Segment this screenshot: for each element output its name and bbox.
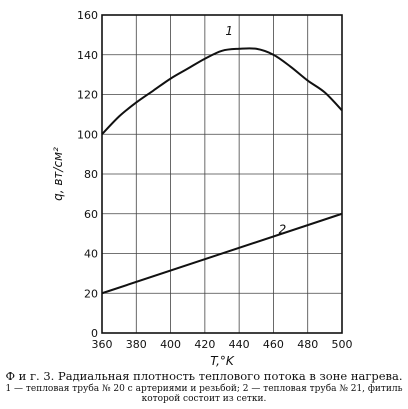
y-tick-label: 140 — [77, 49, 98, 62]
plot-frame — [101, 14, 343, 334]
x-tick-label: 440 — [229, 338, 250, 351]
x-tick-label: 420 — [194, 338, 215, 351]
figure-caption: Ф и г. 3. Радиальная плотность теплового… — [4, 370, 404, 404]
x-tick-labels: 360 380 400 420 440 460 480 500 — [92, 338, 353, 351]
grid — [101, 14, 343, 334]
y-tick-label: 0 — [91, 327, 98, 340]
y-tick-label: 120 — [77, 89, 98, 102]
series-line-2 — [101, 212, 343, 295]
series-label-2: 2 — [279, 223, 287, 237]
x-tick-label: 500 — [332, 338, 353, 351]
chart: 360 380 400 420 440 460 480 500 020406080100120… — [51, 9, 353, 368]
x-tick-label: 460 — [263, 338, 284, 351]
caption-sub: 1 — тепловая труба № 20 с артериями и ре… — [5, 383, 403, 404]
x-tick-label: 400 — [160, 338, 181, 351]
y-tick-label: 40 — [84, 248, 98, 261]
y-tick-label: 100 — [77, 128, 98, 141]
x-tick-label: 360 — [92, 338, 113, 351]
y-tick-label: 160 — [77, 9, 98, 22]
y-tick-labels: 0 20 40 60 80 100 120 140 160 — [77, 9, 98, 340]
y-tick-label: 20 — [84, 287, 98, 300]
series-group: 12 — [101, 24, 343, 295]
x-axis-label: T,°K — [210, 354, 235, 368]
y-tick-label: 80 — [84, 168, 98, 181]
y-tick-label: 60 — [84, 208, 98, 221]
x-tick-label: 380 — [126, 338, 147, 351]
caption-main: Ф и г. 3. Радиальная плотность теплового… — [5, 369, 403, 383]
series-line-1 — [101, 47, 343, 135]
series-label-1: 1 — [225, 24, 233, 38]
y-axis-label: q, вт/см² — [51, 147, 65, 201]
x-tick-label: 480 — [297, 338, 318, 351]
